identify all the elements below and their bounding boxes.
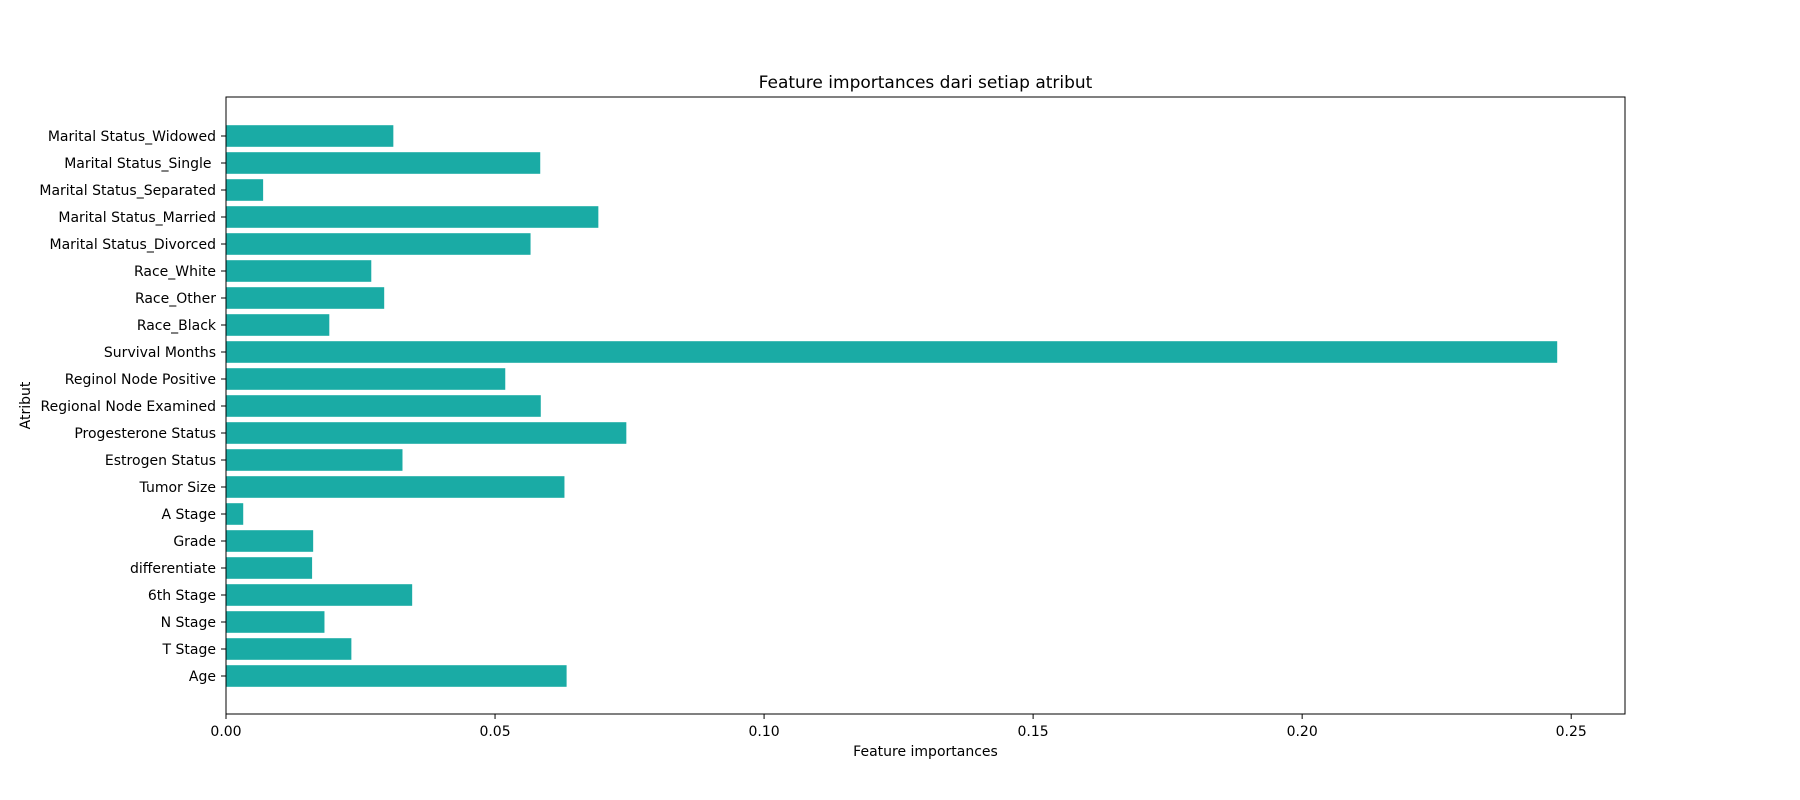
bar: [226, 503, 244, 525]
x-tick-label: 0.15: [1018, 724, 1049, 740]
y-tick-label: Grade: [173, 534, 216, 550]
bar: [226, 260, 372, 282]
y-tick-label: Regional Node Examined: [41, 399, 216, 415]
y-tick-label: Marital Status_Single: [64, 156, 216, 172]
x-tick-label: 0.20: [1287, 724, 1318, 740]
y-tick-label: Marital Status_Married: [58, 210, 216, 226]
y-tick-label: 6th Stage: [148, 588, 216, 604]
y-tick-label: T Stage: [162, 642, 216, 658]
bar: [226, 395, 541, 417]
bar: [226, 584, 413, 606]
plot-frame: [225, 96, 1626, 715]
x-tick-label: 0.10: [748, 724, 779, 740]
y-tick-label: Race_Black: [137, 318, 217, 334]
bar: [226, 233, 531, 255]
bars-layer: [226, 125, 1558, 687]
bar: [226, 449, 403, 471]
bar: [226, 638, 352, 660]
bar: [226, 557, 313, 579]
bar: [226, 341, 1558, 363]
bar: [226, 422, 627, 444]
bar: [226, 206, 599, 228]
bar: [226, 314, 330, 336]
bar: [226, 287, 385, 309]
y-tick-label: Marital Status_Widowed: [48, 129, 216, 145]
bar: [226, 368, 506, 390]
bar: [226, 611, 325, 633]
x-tick-label: 0.05: [479, 724, 510, 740]
bar: [226, 125, 394, 147]
y-tick-label: Marital Status_Separated: [39, 183, 216, 199]
chart-title: Feature importances dari setiap atribut: [759, 73, 1093, 93]
y-tick-label: Progesterone Status: [74, 426, 216, 442]
x-axis-label: Feature importances: [853, 744, 998, 760]
bar: [226, 530, 314, 552]
y-tick-label: Age: [189, 669, 216, 685]
y-ticks-layer: Age T Stage N Stage 6th Stage differentiate G…: [39, 129, 226, 685]
y-tick-label: N Stage: [161, 615, 216, 631]
y-tick-label: Survival Months: [104, 345, 216, 361]
y-tick-label: A Stage: [162, 507, 216, 523]
bar: [226, 665, 567, 687]
y-tick-label: Estrogen Status: [105, 453, 216, 469]
y-tick-label: Race_White: [134, 264, 216, 280]
x-ticks-layer: 0.00 0.05 0.10 0.15 0.20 0.25: [210, 714, 1587, 740]
bar: [226, 152, 541, 174]
y-tick-label: Marital Status_Divorced: [50, 237, 217, 253]
bar: [226, 179, 264, 201]
x-tick-label: 0.25: [1556, 724, 1587, 740]
y-tick-label: Reginol Node Positive: [65, 372, 216, 388]
y-tick-label: differentiate: [130, 561, 216, 577]
y-tick-label: Race_Other: [135, 291, 216, 307]
bar: [226, 476, 565, 498]
x-tick-label: 0.00: [210, 724, 241, 740]
y-axis-label: Atribut: [18, 381, 34, 429]
y-tick-label: Tumor Size: [139, 480, 216, 496]
